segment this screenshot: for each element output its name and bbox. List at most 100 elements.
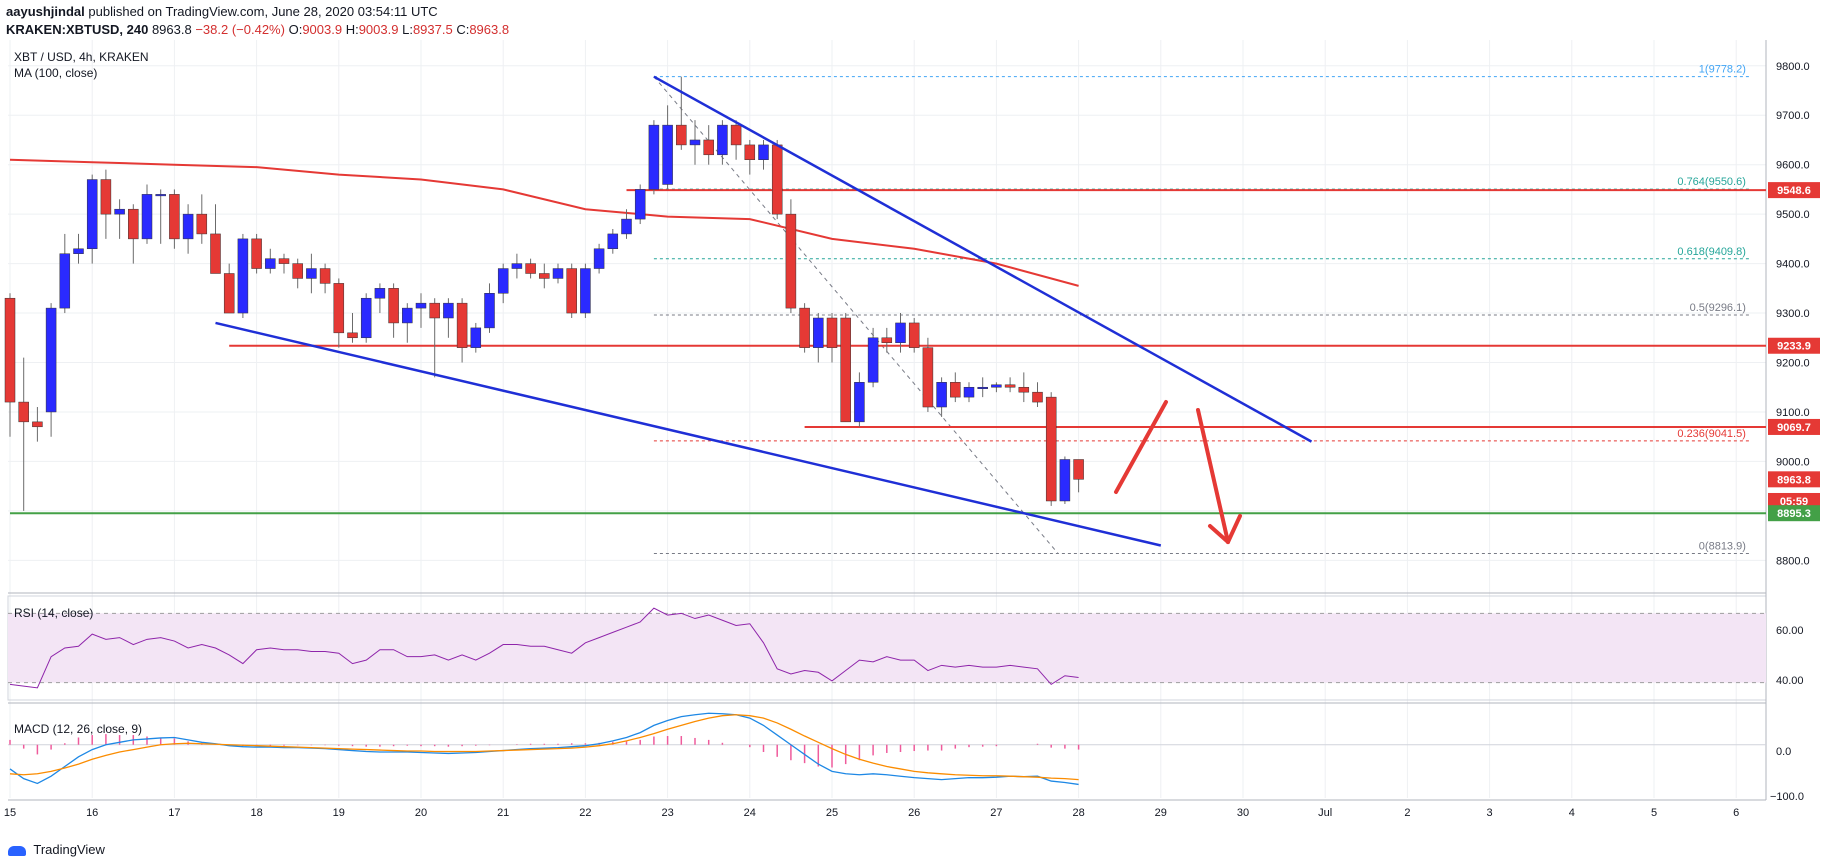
time-axis[interactable]: 15 16 17 18 19 20 21 22 23 24 25 26 27 28 29 30 Jul 2 3 4 5 6 <box>4 807 1739 819</box>
candle-body <box>758 144 769 160</box>
candle-body <box>470 327 482 348</box>
candle-body <box>867 337 879 383</box>
last-price: 8963.8 <box>151 22 192 37</box>
ohlc-open: 9003.9 <box>302 22 343 37</box>
candle-body <box>1018 386 1030 393</box>
candle-body <box>785 213 797 309</box>
candle-body <box>799 307 810 348</box>
candle-body <box>593 248 605 269</box>
y-tick-label: 9000.0 <box>1776 456 1810 468</box>
rsi-tick-60: 60.00 <box>1776 625 1804 637</box>
candle-body <box>963 386 975 398</box>
candle-body <box>1073 459 1084 480</box>
footer-brand[interactable]: TradingView <box>8 842 105 857</box>
price-tag <box>1768 182 1820 199</box>
x-tick-label: 6 <box>1733 807 1739 819</box>
horizontal-levels <box>10 189 1766 515</box>
rsi-series <box>9 607 1079 689</box>
tradingview-logo-icon <box>8 845 26 856</box>
candle-body <box>922 347 934 408</box>
fibonacci-retracement: 1(9778.2) 0.764(9550.6) 0.618(9409.8) 0.5(9… <box>653 64 1750 554</box>
y-tick-label: 9800.0 <box>1776 61 1810 73</box>
symbol: KRAKEN:XBTUSD, 240 <box>6 22 149 37</box>
y-tick-label: 9600.0 <box>1776 160 1810 172</box>
candle-body <box>539 273 550 279</box>
x-tick-label: 5 <box>1651 807 1657 819</box>
publish-header: aayushjindal published on TradingView.co… <box>0 0 1828 42</box>
macd-line <box>9 712 1079 786</box>
candle-body <box>59 253 71 309</box>
price-tag-text: 9548.6 <box>1777 185 1811 197</box>
x-tick-label: 26 <box>908 807 920 819</box>
candle-body <box>114 208 125 215</box>
up-arrow-line <box>1114 400 1168 494</box>
candle-body <box>977 386 988 389</box>
y-tick-label: 9300.0 <box>1776 308 1810 320</box>
candle-body <box>730 124 742 146</box>
candle-body <box>950 382 961 398</box>
price-axis[interactable]: 9800.0 9700.0 9600.0 9500.0 9400.0 9300.0 9200… <box>1776 61 1810 568</box>
candle-body <box>292 263 303 279</box>
x-tick-label: 17 <box>168 807 180 819</box>
publish-date: published on TradingView.com, June 28, 2… <box>88 4 438 19</box>
trend-line <box>653 75 1313 443</box>
ohlc-close-label: C: <box>456 22 470 37</box>
candle-body <box>182 213 194 240</box>
candle-body <box>771 144 783 215</box>
ohlc-open-label: O: <box>288 22 303 37</box>
x-tick-label: 19 <box>333 807 345 819</box>
down-arrow-head-left <box>1208 524 1230 544</box>
x-tick-label: 2 <box>1404 807 1410 819</box>
x-tick-label: 24 <box>744 807 756 819</box>
down-arrow-head-right <box>1226 514 1242 544</box>
candle-body <box>251 238 262 269</box>
candle-body <box>347 332 358 339</box>
candle-body <box>717 124 728 156</box>
x-tick-label: 20 <box>415 807 427 819</box>
panel-frames <box>7 40 1767 801</box>
price-tag <box>1768 492 1820 509</box>
candle-body <box>141 194 153 240</box>
ma-legend: MA (100, close) <box>14 66 97 80</box>
candle-body <box>169 194 180 240</box>
candle-body <box>936 382 947 408</box>
candle-body <box>662 124 673 185</box>
ma100-path <box>9 158 1079 287</box>
candle-body <box>826 317 838 348</box>
candle-body <box>415 302 427 309</box>
price-change: −38.2 (−0.42%) <box>195 22 285 37</box>
candle-body <box>128 208 139 240</box>
candle-body <box>18 401 29 423</box>
candle-body <box>484 293 495 329</box>
x-tick-label: 27 <box>990 807 1002 819</box>
author-name[interactable]: aayushjindal <box>6 4 85 19</box>
x-tick-label: 22 <box>579 807 591 819</box>
chart-area[interactable]: 1(9778.2) 0.764(9550.6) 0.618(9409.8) 0.5(9… <box>0 40 1828 844</box>
candle-body <box>895 322 906 343</box>
x-tick-label: 29 <box>1155 807 1167 819</box>
candle-body <box>374 288 386 299</box>
price-tag-text: 9069.7 <box>1777 422 1811 434</box>
price-tag <box>1768 471 1820 488</box>
down-arrow-line <box>1196 408 1230 544</box>
candle-body <box>402 307 413 324</box>
candle-body <box>525 263 536 274</box>
ohlc-close: 8963.8 <box>469 22 510 37</box>
candle-body <box>552 268 564 279</box>
candle-body <box>621 218 632 235</box>
candle-body <box>360 297 372 339</box>
fib-level-label: 0(8813.9) <box>1699 540 1746 552</box>
price-tag <box>1768 337 1820 354</box>
candle-body <box>511 263 523 269</box>
grid <box>8 40 1766 798</box>
candle-body <box>854 382 865 423</box>
ohlc-low: 8937.5 <box>412 22 453 37</box>
x-tick-label: 21 <box>497 807 509 819</box>
candle-body <box>32 421 43 428</box>
candle-body <box>908 322 920 348</box>
x-tick-label: 4 <box>1569 807 1575 819</box>
candle-body <box>689 139 701 146</box>
candle-body <box>265 258 276 269</box>
chart-title: XBT / USD, 4h, KRAKEN <box>14 50 149 64</box>
